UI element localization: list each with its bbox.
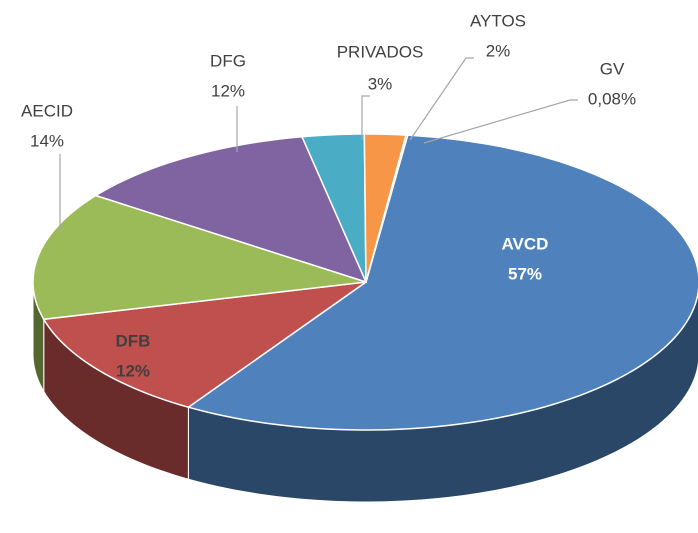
- leader-line: [361, 95, 370, 140]
- data-labels: AVCD 57% DFB 12% AECID 14% DFG 12% PRIVADOS 3% AYT…: [21, 11, 636, 380]
- pie-slice: [365, 134, 409, 283]
- category-label: DFB: [116, 331, 151, 350]
- category-label: AVCD: [502, 234, 549, 253]
- value-label: 57%: [508, 264, 542, 283]
- value-label: 3%: [368, 74, 393, 93]
- category-label: PRIVADOS: [337, 42, 424, 61]
- value-label: 14%: [30, 131, 64, 150]
- leader-lines: [59, 57, 578, 232]
- leader-line: [423, 99, 578, 144]
- category-label: AYTOS: [470, 11, 526, 30]
- pie-slice: [42, 281, 367, 409]
- value-label: 12%: [211, 81, 245, 100]
- category-label: AECID: [21, 101, 73, 120]
- pie-slice: [300, 133, 367, 283]
- pie-slice: [32, 194, 367, 321]
- pie-slices: [32, 133, 698, 431]
- category-label: GV: [600, 59, 625, 78]
- leader-line: [409, 57, 474, 141]
- value-label: 0,08%: [588, 89, 636, 108]
- pie-slice: [93, 135, 368, 284]
- category-label: DFG: [210, 51, 246, 70]
- value-label: 2%: [486, 41, 511, 60]
- value-label: 12%: [116, 361, 150, 380]
- pie-slice: [186, 134, 698, 431]
